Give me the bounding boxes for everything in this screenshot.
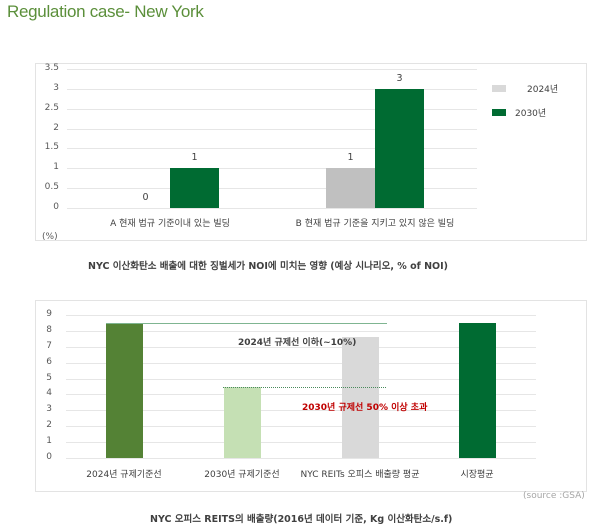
y-tick-label: 1.5 xyxy=(44,142,59,153)
gridline xyxy=(67,108,477,110)
gridline xyxy=(66,330,536,332)
gridline xyxy=(66,394,536,396)
bar-3 xyxy=(458,322,496,458)
y-tick-label: 3.5 xyxy=(44,63,59,73)
chart1-y-unit: (%) xyxy=(42,232,58,242)
reference-line-2024 xyxy=(106,322,387,324)
y-tick-label: 2 xyxy=(46,420,52,431)
gridline xyxy=(67,128,477,130)
x-axis-label: B 현재 법규 기준을 지키고 있지 않은 빌딩 xyxy=(295,219,455,229)
gridline xyxy=(66,378,536,380)
reference-line-2030 xyxy=(223,386,386,388)
gridline xyxy=(66,410,536,412)
x-axis-label: A 현재 법규 기준이내 있는 빌딩 xyxy=(110,219,230,229)
bar-2 xyxy=(341,337,379,458)
y-tick-label: 4 xyxy=(46,388,52,399)
bar-2030년 xyxy=(170,168,219,208)
gridline xyxy=(67,148,477,150)
y-tick-label: 6 xyxy=(46,356,52,367)
chart2-caption: NYC 오피스 REITS의 배출량(2016년 데이터 기준, Kg 이산화탄… xyxy=(150,514,453,525)
y-tick-label: 0 xyxy=(46,452,52,462)
chart1-panel xyxy=(35,63,587,241)
x-axis-label: 2024년 규제기준선 xyxy=(86,470,162,480)
y-tick-label: 8 xyxy=(46,324,52,335)
gridline xyxy=(66,458,536,459)
data-label: 0 xyxy=(142,192,149,203)
y-tick-label: 0.5 xyxy=(44,182,59,193)
y-tick-label: 1 xyxy=(46,436,52,447)
y-tick-label: 2 xyxy=(53,122,59,133)
bar-0 xyxy=(105,322,143,458)
legend-label-2024: 2024년 xyxy=(527,85,559,95)
legend-label-2030: 2030년 xyxy=(515,109,547,119)
chart1-caption: NYC 이산화탄소 배출에 대한 징벌세가 NOI에 미치는 영향 (예상 시나… xyxy=(88,261,448,272)
bar-2024년 xyxy=(326,168,375,208)
y-tick-label: 0 xyxy=(53,202,59,212)
gridline xyxy=(67,168,477,170)
annotation-2030-line: 2030년 규제선 50% 이상 초과 xyxy=(302,403,428,413)
x-axis-label: NYC REITs 오피스 배출량 평균 xyxy=(300,470,420,480)
y-tick-label: 1 xyxy=(53,162,59,173)
gridline xyxy=(66,362,536,364)
bar-1 xyxy=(223,386,261,458)
y-tick-label: 2.5 xyxy=(44,102,59,113)
data-label: 1 xyxy=(191,152,198,164)
gridline xyxy=(66,315,536,316)
y-tick-label: 9 xyxy=(46,309,52,319)
y-tick-label: 3 xyxy=(46,404,52,415)
legend-swatch-2024 xyxy=(492,85,506,92)
x-axis-label: 2030년 규제기준선 xyxy=(204,470,280,480)
y-tick-label: 5 xyxy=(46,372,52,383)
gridline xyxy=(67,188,477,190)
data-label: 1 xyxy=(347,152,354,164)
x-axis-label: 시장평균 xyxy=(460,470,494,480)
gridline xyxy=(66,346,536,348)
gridline xyxy=(66,426,536,428)
bar-2030년 xyxy=(375,88,424,208)
annotation-2024-line: 2024년 규제선 이하(~10%) xyxy=(238,338,357,348)
gridline xyxy=(67,208,477,209)
legend-swatch-2030 xyxy=(492,109,506,116)
gridline xyxy=(67,88,477,90)
page-title: Regulation case- New York xyxy=(7,2,204,21)
y-tick-label: 7 xyxy=(46,340,52,351)
source-note: (source :GSA) xyxy=(523,491,585,501)
gridline xyxy=(66,442,536,444)
y-tick-label: 3 xyxy=(53,82,59,93)
data-label: 3 xyxy=(396,72,403,84)
gridline xyxy=(67,69,477,70)
